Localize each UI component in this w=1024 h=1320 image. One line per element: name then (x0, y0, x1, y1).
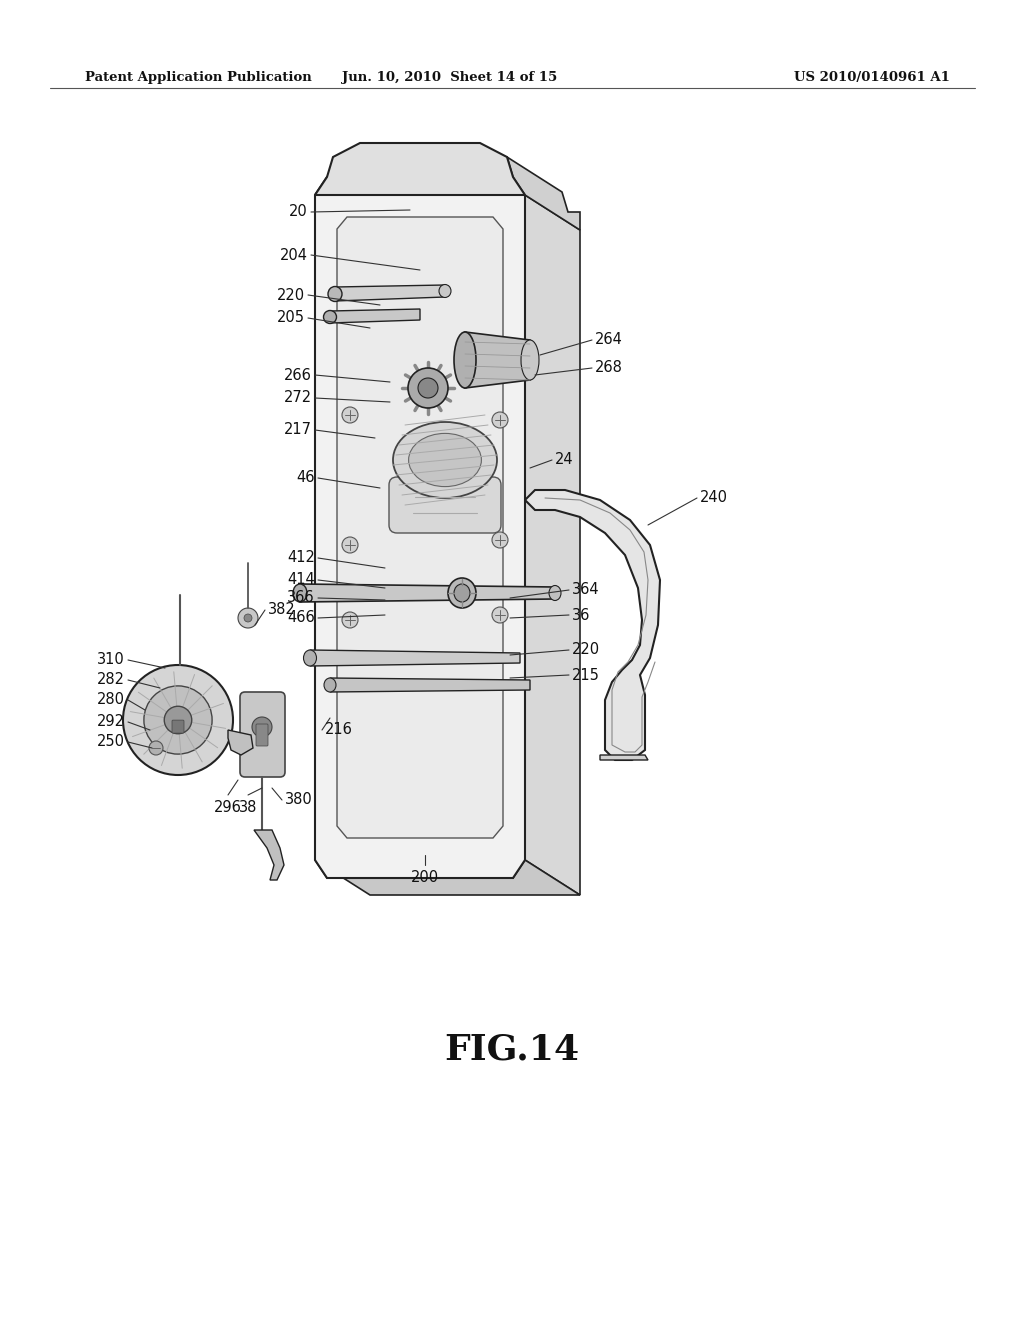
Ellipse shape (409, 433, 481, 487)
Ellipse shape (549, 586, 561, 601)
Polygon shape (228, 730, 253, 755)
Polygon shape (330, 309, 420, 323)
Ellipse shape (293, 583, 307, 602)
Text: FIG.14: FIG.14 (444, 1034, 580, 1067)
Text: 364: 364 (572, 582, 600, 598)
Circle shape (164, 706, 191, 734)
Circle shape (492, 412, 508, 428)
Ellipse shape (454, 583, 470, 602)
Text: 38: 38 (239, 800, 257, 814)
Text: 282: 282 (97, 672, 125, 688)
Text: 215: 215 (572, 668, 600, 682)
Polygon shape (315, 861, 580, 895)
FancyBboxPatch shape (389, 477, 501, 533)
Circle shape (408, 368, 449, 408)
Text: 36: 36 (572, 607, 591, 623)
Polygon shape (525, 490, 660, 760)
Ellipse shape (328, 286, 342, 301)
Polygon shape (300, 583, 555, 602)
Ellipse shape (449, 578, 476, 609)
Text: 272: 272 (284, 391, 312, 405)
Ellipse shape (324, 678, 336, 692)
Text: 414: 414 (288, 573, 315, 587)
Text: Patent Application Publication: Patent Application Publication (85, 71, 311, 84)
Polygon shape (315, 177, 525, 878)
Text: 382: 382 (268, 602, 296, 618)
Ellipse shape (393, 422, 497, 498)
Polygon shape (525, 195, 580, 895)
Text: 240: 240 (700, 491, 728, 506)
Text: 412: 412 (287, 550, 315, 565)
Polygon shape (335, 285, 445, 301)
Circle shape (244, 614, 252, 622)
Text: Jun. 10, 2010  Sheet 14 of 15: Jun. 10, 2010 Sheet 14 of 15 (342, 71, 558, 84)
Polygon shape (330, 678, 530, 692)
Ellipse shape (521, 341, 539, 380)
Ellipse shape (439, 285, 451, 297)
Polygon shape (337, 216, 503, 838)
Circle shape (252, 717, 272, 737)
Text: 310: 310 (97, 652, 125, 668)
Circle shape (492, 532, 508, 548)
Text: 205: 205 (278, 310, 305, 326)
Circle shape (492, 607, 508, 623)
Text: 292: 292 (97, 714, 125, 730)
Circle shape (150, 741, 163, 755)
Circle shape (342, 537, 358, 553)
Ellipse shape (454, 333, 476, 388)
Text: 220: 220 (572, 643, 600, 657)
Circle shape (238, 609, 258, 628)
FancyBboxPatch shape (240, 692, 285, 777)
Ellipse shape (303, 649, 316, 667)
Polygon shape (465, 333, 530, 388)
Text: 264: 264 (595, 333, 623, 347)
Polygon shape (315, 143, 525, 195)
Polygon shape (600, 755, 648, 760)
Text: US 2010/0140961 A1: US 2010/0140961 A1 (795, 71, 950, 84)
Text: 296: 296 (214, 800, 242, 814)
Text: 20: 20 (289, 205, 308, 219)
Text: 380: 380 (285, 792, 312, 808)
Circle shape (342, 612, 358, 628)
Text: 266: 266 (284, 367, 312, 383)
Circle shape (418, 378, 438, 399)
Ellipse shape (324, 310, 337, 323)
Text: 366: 366 (288, 590, 315, 606)
Polygon shape (254, 830, 284, 880)
FancyBboxPatch shape (172, 721, 184, 733)
Text: 204: 204 (280, 248, 308, 263)
Polygon shape (310, 649, 520, 667)
Polygon shape (507, 157, 580, 230)
Circle shape (144, 686, 212, 754)
Text: 24: 24 (555, 453, 573, 467)
Text: 200: 200 (411, 870, 439, 884)
Text: 280: 280 (97, 693, 125, 708)
Text: 268: 268 (595, 360, 623, 375)
Text: 217: 217 (284, 422, 312, 437)
Text: 466: 466 (288, 610, 315, 626)
Text: 250: 250 (97, 734, 125, 750)
Circle shape (123, 665, 233, 775)
FancyBboxPatch shape (256, 723, 268, 746)
Text: 46: 46 (297, 470, 315, 486)
Circle shape (342, 407, 358, 422)
Text: 216: 216 (325, 722, 353, 738)
Text: 220: 220 (276, 288, 305, 302)
